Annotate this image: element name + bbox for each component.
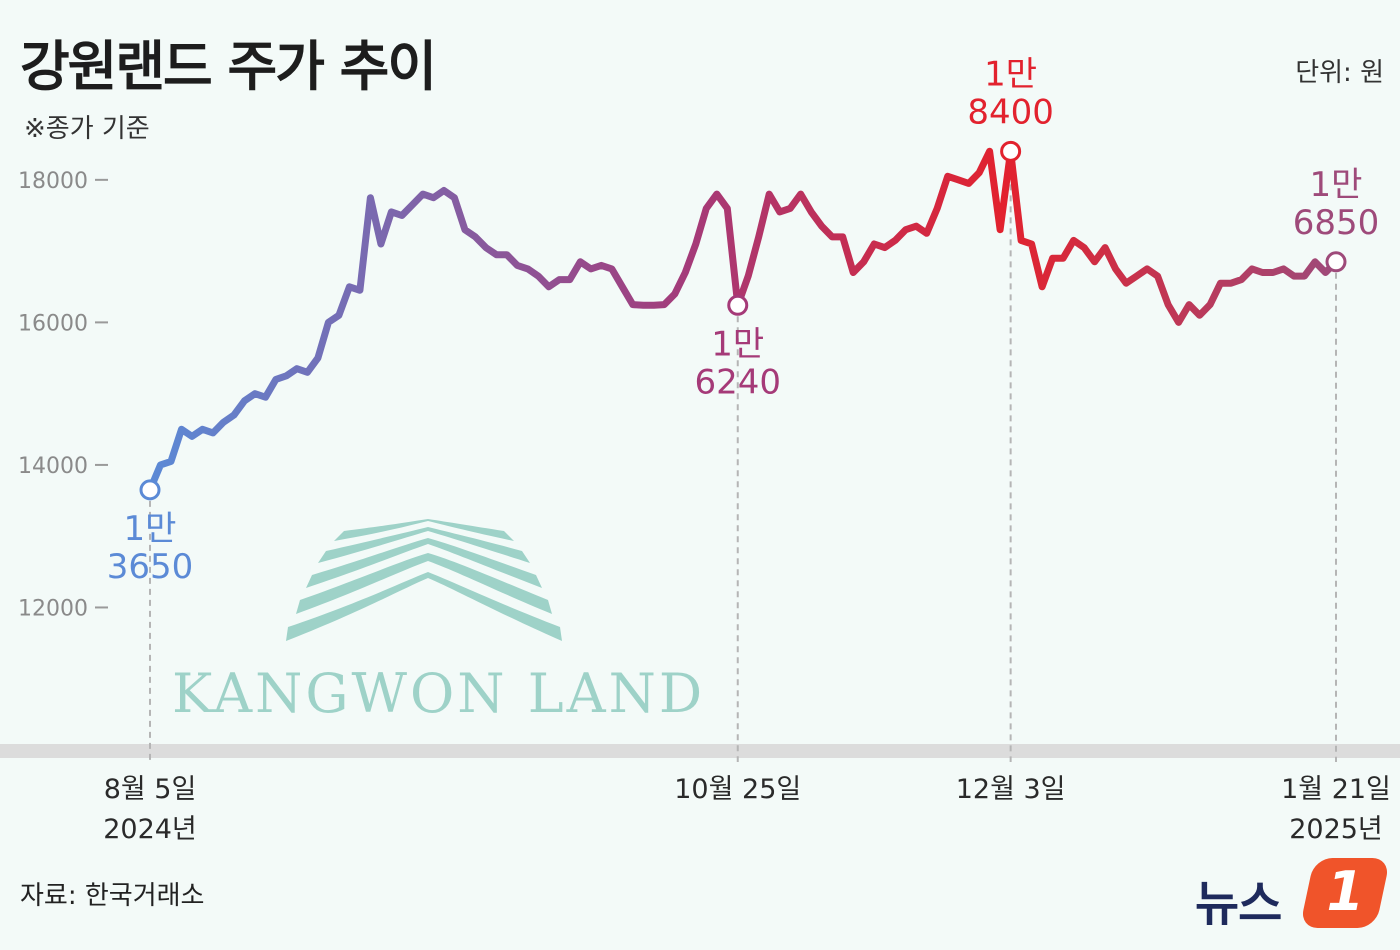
data-label: 1만: [711, 324, 764, 364]
data-label: 8400: [967, 92, 1054, 132]
data-label: 6240: [694, 362, 781, 402]
brand-number: 1: [1326, 860, 1365, 923]
price-basis-note: ※종가 기준: [24, 114, 150, 144]
x-tick-label: 10월 25일: [674, 774, 801, 805]
highlight-marker: [139, 479, 161, 501]
source-label: 자료: 한국거래소: [20, 881, 205, 911]
x-axis-band: [0, 744, 1400, 758]
data-label: 3650: [107, 547, 194, 587]
logo-waves-icon: [286, 519, 562, 641]
x-tick-label: 12월 3일: [956, 774, 1066, 805]
x-tick-label: 1월 21일: [1281, 774, 1391, 805]
data-label: 1만: [1310, 165, 1363, 205]
x-tick-label: 2025년: [1289, 814, 1383, 845]
highlight-markers: [139, 140, 1347, 501]
x-tick-label: 2024년: [103, 814, 197, 845]
y-tick-label: 16000: [18, 311, 88, 336]
guide-lines: [149, 151, 1337, 762]
data-label: 1만: [984, 54, 1037, 94]
news1-logo: 뉴스 1: [1195, 858, 1391, 932]
y-axis: 18000 16000 14000 12000: [18, 169, 108, 621]
brand-badge-icon: 1: [1299, 858, 1391, 928]
logo-text: KANGWON LAND: [172, 662, 705, 725]
price-series: [146, 147, 1340, 494]
highlight-marker: [1325, 251, 1347, 273]
x-axis: 8월 5일 2024년 10월 25일 12월 3일 1월 21일 2025년: [103, 774, 1391, 845]
price-line: [146, 147, 1340, 494]
highlight-marker: [727, 294, 749, 316]
data-label: 1만: [124, 509, 177, 549]
chart-title: 강원랜드 주가 추이: [20, 35, 437, 98]
highlight-marker: [1000, 140, 1022, 162]
brand-text: 뉴스: [1195, 876, 1282, 932]
y-tick-label: 12000: [18, 596, 88, 621]
y-tick-label: 18000: [18, 169, 88, 194]
unit-label: 단위: 원: [1295, 58, 1384, 88]
x-tick-label: 8월 5일: [104, 774, 197, 805]
kangwon-land-logo: KANGWON LAND: [172, 519, 705, 725]
y-tick-label: 14000: [18, 454, 88, 479]
data-label: 6850: [1293, 203, 1380, 243]
